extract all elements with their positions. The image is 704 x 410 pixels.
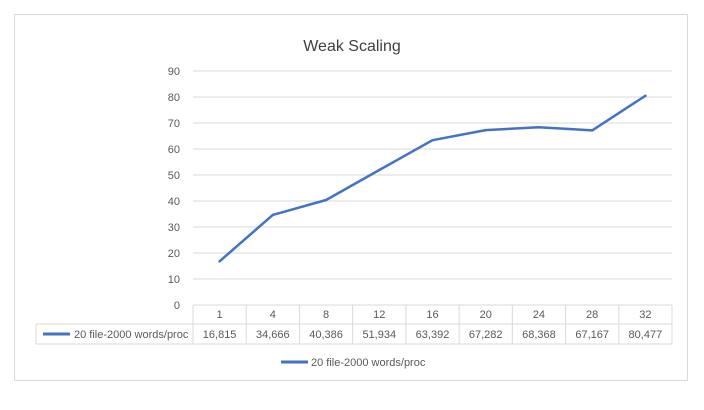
y-tick-label: 20 (168, 248, 180, 260)
data-point (324, 198, 328, 202)
legend-label: 20 file-2000 words/proc (311, 357, 426, 369)
table-value: 40,386 (309, 329, 343, 341)
table-value: 34,666 (256, 329, 290, 341)
data-point (644, 94, 647, 97)
series-layer (218, 94, 647, 263)
table-value: 68,368 (522, 329, 556, 341)
x-tick-label: 28 (586, 309, 598, 321)
x-tick-label: 1 (217, 309, 223, 321)
x-tick-label: 24 (533, 309, 545, 321)
data-point (484, 128, 487, 132)
y-tick-label: 40 (168, 196, 180, 208)
data-point (271, 213, 275, 217)
x-tick-label: 4 (270, 309, 276, 321)
table-value: 67,167 (575, 329, 609, 341)
data-point (218, 260, 221, 263)
data-point (378, 168, 381, 172)
legend: 20 file-2000 words/proc (281, 357, 426, 369)
table-value: 51,934 (362, 329, 396, 341)
x-tick-label: 8 (323, 309, 329, 321)
chart-area (14, 14, 688, 381)
data-point (537, 126, 541, 129)
y-tick-label: 50 (168, 170, 180, 182)
x-tick-label: 32 (639, 309, 651, 321)
table-value: 67,282 (469, 329, 503, 341)
gridlines (193, 70, 672, 280)
x-tick-label: 20 (480, 309, 492, 321)
data-point (590, 129, 594, 132)
y-tick-label: 70 (168, 118, 180, 130)
y-tick-label: 30 (168, 222, 180, 234)
x-tick-label: 16 (426, 309, 438, 321)
table-series-name: 20 file-2000 words/proc (74, 329, 189, 341)
chart-title: Weak Scaling (303, 38, 401, 55)
y-axis-tick-labels: 0 10 20 30 40 50 60 70 80 90 (168, 66, 180, 312)
x-tick-label: 12 (373, 309, 385, 321)
y-tick-label: 0 (174, 300, 180, 312)
y-tick-label: 90 (168, 66, 180, 78)
table-value: 80,477 (629, 329, 663, 341)
y-tick-label: 10 (168, 274, 180, 286)
y-tick-label: 60 (168, 144, 180, 156)
table-value: 16,815 (203, 329, 237, 341)
y-tick-label: 80 (168, 92, 180, 104)
data-table: 1 4 8 12 16 20 24 28 32 20 file-2000 words/proc 16… (35, 304, 673, 345)
table-value: 63,392 (416, 329, 450, 341)
series-line (218, 94, 647, 263)
data-point (431, 138, 434, 142)
